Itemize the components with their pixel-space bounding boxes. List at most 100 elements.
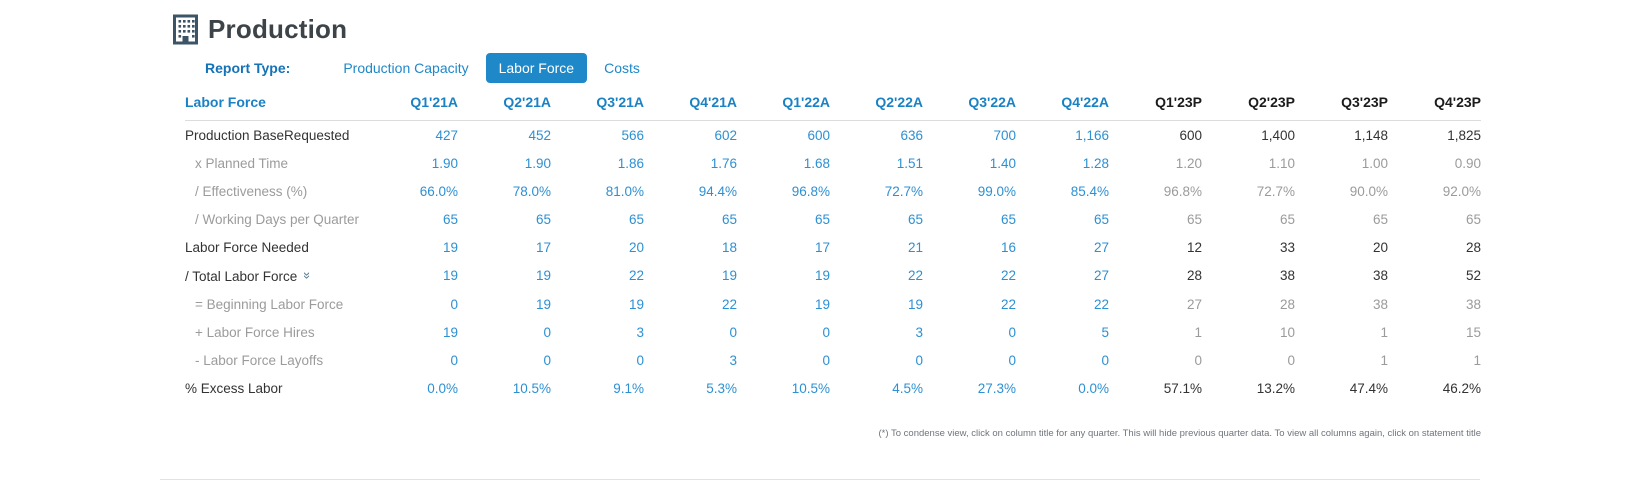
cell-beginning-labor-force-q3-22a: 22 (1000, 296, 1016, 312)
cell-x-planned-time-q2-23p: 1.10 (1268, 155, 1295, 171)
cell-labor-force-needed-q4-22a: 27 (1093, 239, 1109, 255)
table-row-production-baserequested: Production BaseRequested 427 452 566 602 600 6… (185, 121, 1481, 150)
table-row-total-labor-force: / Total Labor Force» 19 19 22 19 19 22 22 27 28 38… (185, 261, 1481, 290)
cell-working-days-per-quarter-q3-22a: 65 (1000, 211, 1016, 227)
cell-total-labor-force-q2-22a: 22 (907, 268, 923, 283)
cell-labor-force-layoffs-q2-22a: 0 (915, 352, 923, 368)
chevron-double-down-icon[interactable]: » (300, 271, 316, 279)
cell-beginning-labor-force-q4-23p: 38 (1465, 296, 1481, 312)
report-type-label: Report Type: (205, 60, 291, 76)
table-row-labor-force-needed: Labor Force Needed 19 17 20 18 17 21 16 27 12 33 20… (185, 233, 1481, 261)
cell-production-baserequested-q4-21a: 602 (714, 127, 737, 143)
column-header-q3-22a[interactable]: Q3'22A (923, 86, 1016, 121)
cell-labor-force-layoffs-q3-21a: 0 (636, 352, 644, 368)
cell-beginning-labor-force-q3-21a: 19 (628, 296, 644, 312)
cell-beginning-labor-force-q1-21a: 0 (450, 296, 458, 312)
cell-production-baserequested-q1-23p: 600 (1179, 127, 1202, 143)
cell-x-planned-time-q4-22a: 1.28 (1082, 155, 1109, 171)
cell-working-days-per-quarter-q1-23p: 65 (1186, 211, 1202, 227)
column-header-q3-21a[interactable]: Q3'21A (551, 86, 644, 121)
cell-production-baserequested-q4-22a: 1,166 (1075, 127, 1109, 143)
column-header-q4-22a[interactable]: Q4'22A (1016, 86, 1109, 121)
column-header-q3-23p[interactable]: Q3'23P (1295, 86, 1388, 121)
table-header-row: Labor Force Q1'21A Q2'21A Q3'21A Q4'21A Q1'2… (185, 86, 1481, 121)
cell-labor-force-layoffs-q2-23p: 0 (1287, 352, 1295, 368)
cell-labor-force-needed-q1-22a: 17 (814, 239, 830, 255)
cell-effectiveness-q3-22a: 99.0% (977, 183, 1016, 199)
page-header: Production (172, 12, 1637, 46)
row-label-labor-force-layoffs: - Labor Force Layoffs (195, 352, 324, 368)
cell-total-labor-force-q2-21a: 19 (535, 268, 551, 283)
tab-costs[interactable]: Costs (604, 60, 640, 76)
cell-beginning-labor-force-q3-23p: 38 (1372, 296, 1388, 312)
cell-production-baserequested-q3-22a: 700 (993, 127, 1016, 143)
cell-labor-force-hires-q1-21a: 19 (442, 324, 458, 340)
column-header-q1-22a[interactable]: Q1'22A (737, 86, 830, 121)
report-type-tabs: Production Capacity Labor Force Costs (330, 53, 653, 83)
cell-beginning-labor-force-q4-21a: 22 (721, 296, 737, 312)
tab-production-capacity[interactable]: Production Capacity (343, 60, 469, 76)
cell-excess-labor-q3-21a: 9.1% (613, 380, 644, 396)
column-header-q4-21a[interactable]: Q4'21A (644, 86, 737, 121)
table-footnote: (*) To condense view, click on column ti… (878, 428, 1482, 439)
cell-labor-force-layoffs-q2-21a: 0 (543, 352, 551, 368)
cell-production-baserequested-q2-21a: 452 (528, 127, 551, 143)
row-label-beginning-labor-force: = Beginning Labor Force (195, 296, 344, 312)
column-header-q2-23p[interactable]: Q2'23P (1202, 86, 1295, 121)
cell-effectiveness-q2-23p: 72.7% (1256, 183, 1295, 199)
cell-effectiveness-q4-22a: 85.4% (1070, 183, 1109, 199)
table-row-x-planned-time: x Planned Time 1.90 1.90 1.86 1.76 1.68 1.51 1.… (185, 149, 1481, 177)
cell-labor-force-hires-q2-23p: 10 (1279, 324, 1295, 340)
table-title[interactable]: Labor Force (185, 86, 365, 121)
cell-beginning-labor-force-q2-23p: 28 (1279, 296, 1295, 312)
cell-excess-labor-q4-23p: 46.2% (1442, 380, 1481, 396)
cell-x-planned-time-q2-22a: 1.51 (896, 155, 923, 171)
building-icon (172, 14, 199, 45)
row-label-total-labor-force[interactable]: / Total Labor Force» (185, 268, 316, 284)
cell-production-baserequested-q3-23p: 1,148 (1354, 127, 1388, 143)
cell-excess-labor-q3-22a: 27.3% (977, 380, 1016, 396)
cell-labor-force-needed-q4-23p: 28 (1465, 239, 1481, 255)
cell-excess-labor-q4-22a: 0.0% (1078, 380, 1109, 396)
row-label-effectiveness: / Effectiveness (%) (195, 183, 308, 199)
cell-production-baserequested-q1-21a: 427 (435, 127, 458, 143)
cell-working-days-per-quarter-q2-21a: 65 (535, 211, 551, 227)
table-row-excess-labor: % Excess Labor 0.0% 10.5% 9.1% 5.3% 10.5% 4.5%… (185, 374, 1481, 402)
row-label-production-baserequested: Production BaseRequested (185, 127, 350, 143)
row-label-labor-force-needed: Labor Force Needed (185, 239, 309, 255)
cell-working-days-per-quarter-q4-21a: 65 (721, 211, 737, 227)
cell-beginning-labor-force-q1-23p: 27 (1186, 296, 1202, 312)
cell-labor-force-needed-q4-21a: 18 (721, 239, 737, 255)
report-type-row: Report Type: Production Capacity Labor Fo… (205, 52, 1637, 84)
cell-effectiveness-q4-23p: 92.0% (1442, 183, 1481, 199)
column-header-q2-21a[interactable]: Q2'21A (458, 86, 551, 121)
cell-labor-force-needed-q3-23p: 20 (1372, 239, 1388, 255)
cell-beginning-labor-force-q2-22a: 19 (907, 296, 923, 312)
cell-beginning-labor-force-q2-21a: 19 (535, 296, 551, 312)
row-label-x-planned-time: x Planned Time (195, 155, 289, 171)
cell-labor-force-hires-q1-23p: 1 (1194, 324, 1202, 340)
cell-labor-force-hires-q3-22a: 0 (1008, 324, 1016, 340)
cell-labor-force-needed-q2-23p: 33 (1279, 239, 1295, 255)
cell-labor-force-layoffs-q4-23p: 1 (1473, 352, 1481, 368)
column-header-q4-23p[interactable]: Q4'23P (1388, 86, 1481, 121)
cell-excess-labor-q2-22a: 4.5% (892, 380, 923, 396)
table-row-effectiveness: / Effectiveness (%) 66.0% 78.0% 81.0% 94.4% 9… (185, 177, 1481, 205)
cell-x-planned-time-q1-21a: 1.90 (431, 155, 458, 171)
column-header-q1-21a[interactable]: Q1'21A (365, 86, 458, 121)
cell-x-planned-time-q1-22a: 1.68 (803, 155, 830, 171)
cell-total-labor-force-q2-23p: 38 (1279, 268, 1295, 283)
cell-total-labor-force-q3-23p: 38 (1372, 268, 1388, 283)
column-header-q2-22a[interactable]: Q2'22A (830, 86, 923, 121)
cell-effectiveness-q1-22a: 96.8% (791, 183, 830, 199)
tab-labor-force[interactable]: Labor Force (485, 53, 588, 83)
cell-beginning-labor-force-q1-22a: 19 (814, 296, 830, 312)
cell-x-planned-time-q1-23p: 1.20 (1175, 155, 1202, 171)
table-row-working-days-per-quarter: / Working Days per Quarter 65 65 65 65 65 65 65… (185, 205, 1481, 233)
cell-labor-force-hires-q1-22a: 0 (822, 324, 830, 340)
cell-labor-force-hires-q4-23p: 15 (1465, 324, 1481, 340)
cell-production-baserequested-q3-21a: 566 (621, 127, 644, 143)
cell-excess-labor-q3-23p: 47.4% (1349, 380, 1388, 396)
column-header-q1-23p[interactable]: Q1'23P (1109, 86, 1202, 121)
